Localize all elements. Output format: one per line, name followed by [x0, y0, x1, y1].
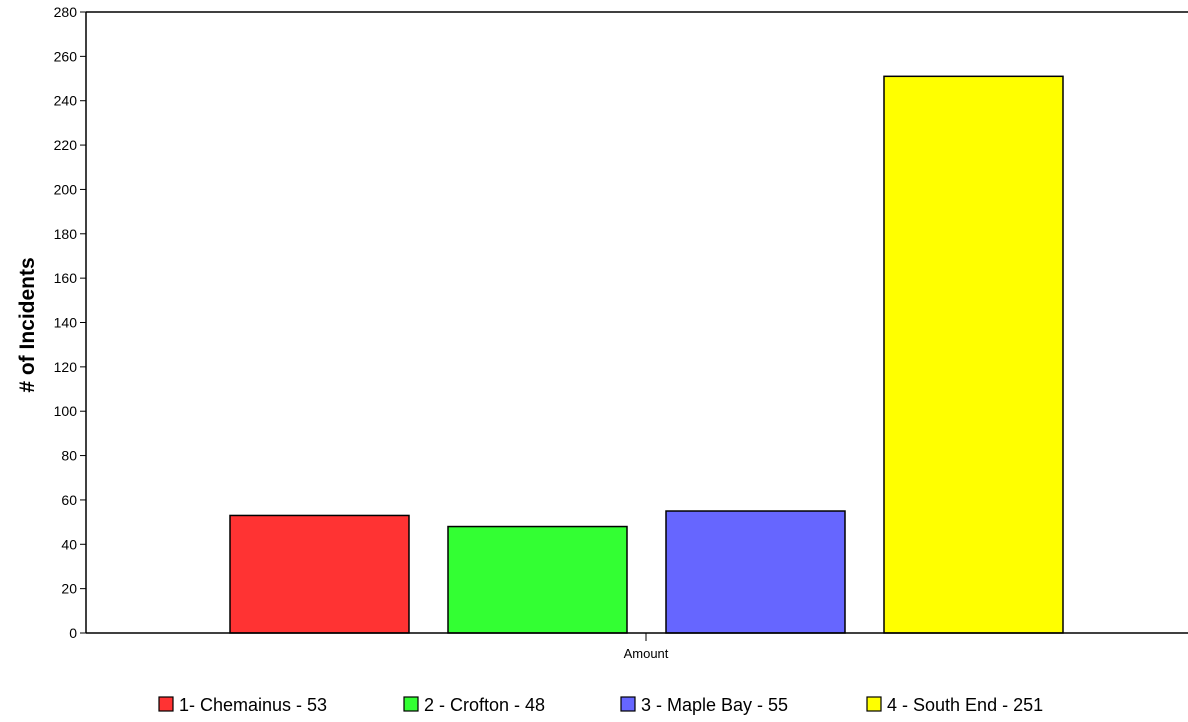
- y-tick-label: 40: [61, 536, 77, 552]
- y-tick-label: 280: [54, 4, 78, 20]
- legend-label-2: 2 - Crofton - 48: [424, 695, 545, 715]
- y-tick-label: 260: [54, 48, 78, 64]
- y-tick-label: 100: [54, 403, 78, 419]
- bar-3: [665, 510, 846, 634]
- legend-swatch-3: [620, 696, 636, 712]
- y-tick-label: 160: [54, 270, 78, 286]
- legend: 1- Chemainus - 53 2 - Crofton - 48 3 - Map…: [158, 695, 1043, 715]
- y-tick-label: 220: [54, 137, 78, 153]
- y-tick-label: 80: [61, 448, 77, 464]
- y-axis-ticks: 0 20 40 60 80 100 120 140 160 180 200 220 240 260 280: [54, 4, 86, 641]
- bars: [229, 75, 1064, 634]
- y-tick-label: 140: [54, 315, 78, 331]
- legend-label-4: 4 - South End - 251: [887, 695, 1043, 715]
- legend-swatch-1: [158, 696, 174, 712]
- y-tick-label: 120: [54, 359, 78, 375]
- bar-4: [883, 75, 1064, 634]
- bar-2: [447, 525, 628, 634]
- y-tick-label: 180: [54, 226, 78, 242]
- bar-1: [229, 514, 410, 634]
- y-tick-label: 200: [54, 181, 78, 197]
- y-tick-label: 240: [54, 93, 78, 109]
- legend-swatch-4: [866, 696, 882, 712]
- y-tick-label: 60: [61, 492, 77, 508]
- y-axis-title: # of Incidents: [16, 257, 39, 392]
- x-axis-label: Amount: [624, 646, 669, 661]
- legend-label-1: 1- Chemainus - 53: [179, 695, 327, 715]
- legend-label-3: 3 - Maple Bay - 55: [641, 695, 788, 715]
- legend-swatch-2: [403, 696, 419, 712]
- y-tick-label: 0: [69, 625, 77, 641]
- y-tick-label: 20: [61, 581, 77, 597]
